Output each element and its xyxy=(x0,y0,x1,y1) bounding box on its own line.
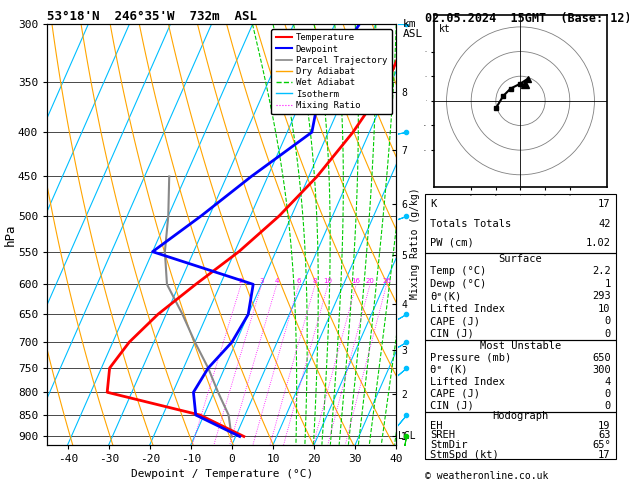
Text: Temp (°C): Temp (°C) xyxy=(430,266,487,277)
Text: 2: 2 xyxy=(239,278,243,284)
Text: EH: EH xyxy=(430,421,443,431)
Text: 650: 650 xyxy=(592,353,611,363)
Text: 4: 4 xyxy=(604,377,611,387)
Text: CAPE (J): CAPE (J) xyxy=(430,316,481,326)
Text: 26: 26 xyxy=(382,278,391,284)
Text: StmDir: StmDir xyxy=(430,440,468,450)
Y-axis label: hPa: hPa xyxy=(4,223,16,246)
Text: 1.02: 1.02 xyxy=(586,238,611,248)
Text: 1: 1 xyxy=(604,279,611,289)
Text: 17: 17 xyxy=(598,450,611,459)
Text: CIN (J): CIN (J) xyxy=(430,329,474,339)
Text: 53°18'N  246°35'W  732m  ASL: 53°18'N 246°35'W 732m ASL xyxy=(47,10,257,23)
X-axis label: Dewpoint / Temperature (°C): Dewpoint / Temperature (°C) xyxy=(131,469,313,479)
Text: 3: 3 xyxy=(259,278,264,284)
Text: 293: 293 xyxy=(592,292,611,301)
Text: Totals Totals: Totals Totals xyxy=(430,219,511,228)
Text: 20: 20 xyxy=(365,278,374,284)
Text: 19: 19 xyxy=(598,421,611,431)
Text: StmSpd (kt): StmSpd (kt) xyxy=(430,450,499,459)
Text: 10: 10 xyxy=(323,278,333,284)
Text: 16: 16 xyxy=(352,278,360,284)
Text: kt: kt xyxy=(439,24,451,35)
Bar xyxy=(425,194,616,253)
Text: 42: 42 xyxy=(598,219,611,228)
Text: 0: 0 xyxy=(604,400,611,411)
Text: ASL: ASL xyxy=(403,29,423,39)
Text: SREH: SREH xyxy=(430,431,455,440)
Text: 0: 0 xyxy=(604,316,611,326)
Text: PW (cm): PW (cm) xyxy=(430,238,474,248)
Text: Most Unstable: Most Unstable xyxy=(480,341,561,351)
Text: 0: 0 xyxy=(604,329,611,339)
Text: 0: 0 xyxy=(604,389,611,399)
Bar xyxy=(425,253,616,340)
Bar xyxy=(425,340,616,412)
Text: Lifted Index: Lifted Index xyxy=(430,304,505,314)
Text: CIN (J): CIN (J) xyxy=(430,400,474,411)
Text: 65°: 65° xyxy=(592,440,611,450)
Text: 6: 6 xyxy=(297,278,301,284)
Text: Surface: Surface xyxy=(499,254,542,264)
Text: 8: 8 xyxy=(313,278,318,284)
Text: 63: 63 xyxy=(598,431,611,440)
Text: 4: 4 xyxy=(275,278,279,284)
Bar xyxy=(425,412,616,459)
Text: km: km xyxy=(403,19,416,30)
Text: Dewp (°C): Dewp (°C) xyxy=(430,279,487,289)
Text: 300: 300 xyxy=(592,365,611,375)
Text: LCL: LCL xyxy=(398,432,416,441)
Text: Mixing Ratio (g/kg): Mixing Ratio (g/kg) xyxy=(410,187,420,299)
Text: Lifted Index: Lifted Index xyxy=(430,377,505,387)
Text: θᵉ(K): θᵉ(K) xyxy=(430,292,462,301)
Text: 02.05.2024  15GMT  (Base: 12): 02.05.2024 15GMT (Base: 12) xyxy=(425,12,629,25)
Text: Pressure (mb): Pressure (mb) xyxy=(430,353,511,363)
Text: 17: 17 xyxy=(598,199,611,209)
Text: 2.2: 2.2 xyxy=(592,266,611,277)
Text: CAPE (J): CAPE (J) xyxy=(430,389,481,399)
Text: Hodograph: Hodograph xyxy=(493,411,548,421)
Text: © weatheronline.co.uk: © weatheronline.co.uk xyxy=(425,471,548,481)
Legend: Temperature, Dewpoint, Parcel Trajectory, Dry Adiabat, Wet Adiabat, Isotherm, Mi: Temperature, Dewpoint, Parcel Trajectory… xyxy=(272,29,392,114)
Text: K: K xyxy=(430,199,437,209)
Text: 10: 10 xyxy=(598,304,611,314)
Text: θᵉ (K): θᵉ (K) xyxy=(430,365,468,375)
